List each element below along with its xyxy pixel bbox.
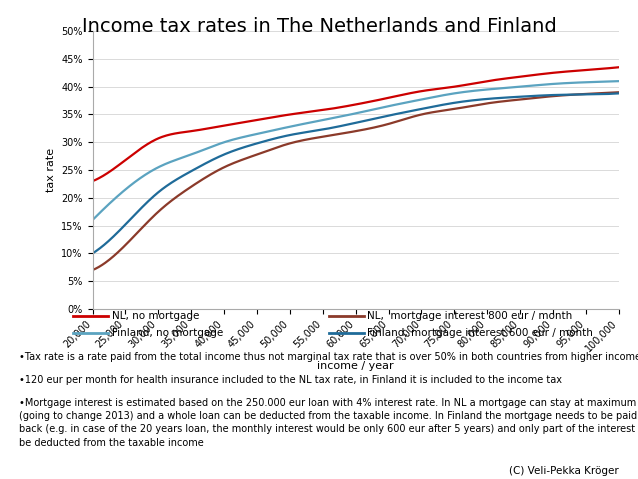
Text: Finland, mortgage interest 600 eur / month: Finland, mortgage interest 600 eur / mon… bbox=[367, 328, 593, 338]
Text: •Tax rate is a rate paid from the total income thus not marginal tax rate that i: •Tax rate is a rate paid from the total … bbox=[19, 352, 638, 362]
Y-axis label: tax rate: tax rate bbox=[45, 148, 56, 192]
Text: (C) Veli-Pekka Kröger: (C) Veli-Pekka Kröger bbox=[509, 466, 619, 476]
Text: •120 eur per month for health insurance included to the NL tax rate, in Finland : •120 eur per month for health insurance … bbox=[19, 375, 562, 385]
Text: NL, no mortgage: NL, no mortgage bbox=[112, 311, 199, 321]
Text: NL,  mortgage interest 800 eur / month: NL, mortgage interest 800 eur / month bbox=[367, 311, 572, 321]
Text: •Mortgage interest is estimated based on the 250.000 eur loan with 4% interest r: •Mortgage interest is estimated based on… bbox=[19, 398, 638, 448]
Text: Income tax rates in The Netherlands and Finland: Income tax rates in The Netherlands and … bbox=[82, 17, 556, 36]
Text: Finland, no mortgage: Finland, no mortgage bbox=[112, 328, 223, 338]
X-axis label: income / year: income / year bbox=[317, 361, 394, 371]
